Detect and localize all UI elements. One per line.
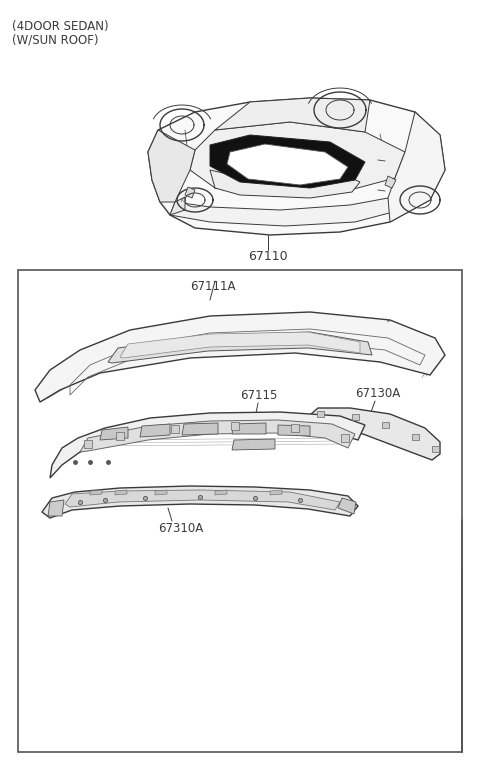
Polygon shape [84, 440, 92, 448]
Polygon shape [90, 490, 102, 495]
Polygon shape [148, 98, 445, 235]
Polygon shape [215, 490, 227, 495]
Polygon shape [80, 420, 355, 452]
Polygon shape [170, 198, 393, 226]
Polygon shape [227, 144, 348, 185]
Polygon shape [338, 498, 356, 514]
Polygon shape [100, 427, 128, 440]
Polygon shape [185, 187, 195, 198]
Polygon shape [352, 414, 359, 420]
Polygon shape [210, 170, 360, 198]
Polygon shape [140, 424, 170, 437]
Polygon shape [171, 425, 179, 433]
Polygon shape [306, 408, 440, 460]
Polygon shape [388, 112, 445, 222]
Polygon shape [278, 425, 310, 436]
Polygon shape [48, 500, 64, 516]
Polygon shape [215, 98, 370, 132]
Text: 67111A: 67111A [190, 280, 236, 293]
Polygon shape [231, 422, 239, 430]
Text: 67310A: 67310A [158, 522, 203, 535]
Text: 67115: 67115 [240, 389, 277, 402]
Polygon shape [115, 490, 127, 495]
Polygon shape [317, 411, 324, 417]
Polygon shape [412, 434, 419, 440]
Polygon shape [50, 412, 365, 478]
Polygon shape [291, 424, 299, 432]
Polygon shape [155, 490, 167, 495]
Text: K: K [180, 197, 184, 203]
Polygon shape [170, 197, 185, 215]
Polygon shape [270, 490, 282, 495]
Polygon shape [190, 122, 405, 195]
Polygon shape [232, 439, 275, 450]
Polygon shape [382, 422, 389, 428]
Polygon shape [65, 490, 340, 510]
Polygon shape [35, 312, 445, 402]
Text: (4DOOR SEDAN): (4DOOR SEDAN) [12, 20, 108, 33]
Text: 67110: 67110 [248, 250, 288, 263]
Polygon shape [108, 332, 372, 363]
Polygon shape [210, 135, 365, 188]
Polygon shape [148, 130, 195, 202]
Polygon shape [232, 423, 266, 434]
Polygon shape [182, 423, 218, 435]
Polygon shape [120, 332, 360, 358]
Polygon shape [42, 486, 358, 518]
Polygon shape [385, 176, 396, 188]
Polygon shape [341, 434, 349, 442]
Text: (W/SUN ROOF): (W/SUN ROOF) [12, 33, 98, 46]
Text: 67130A: 67130A [355, 387, 400, 400]
Polygon shape [116, 432, 124, 440]
FancyBboxPatch shape [18, 270, 462, 752]
Polygon shape [432, 446, 439, 452]
